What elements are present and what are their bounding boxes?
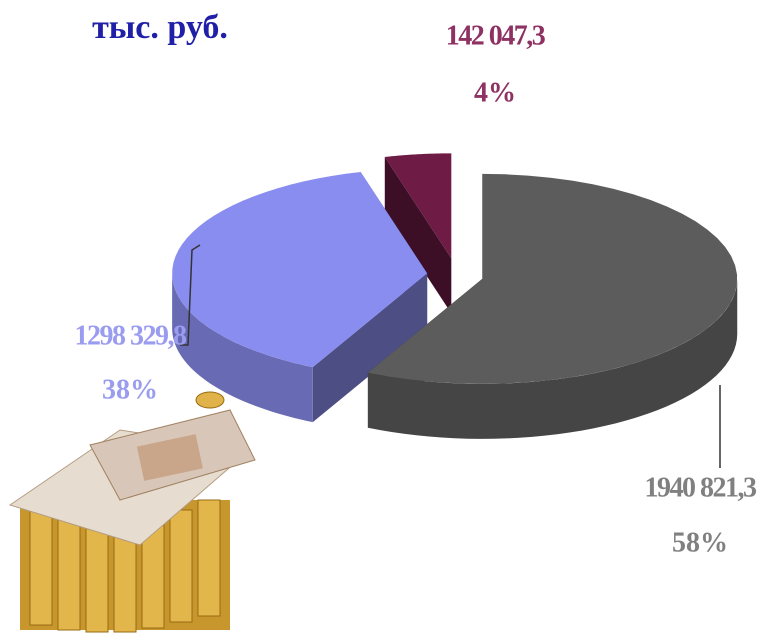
percent-label: 4% — [474, 77, 516, 108]
value-label: 1298 329,8 — [75, 320, 188, 351]
chart: тыс. руб. 1940 821,3 58% 1298 329,8 38% 142 … — [0, 0, 757, 636]
percent-label: 38% — [102, 374, 158, 405]
value-label: 1940 821,3 — [645, 472, 757, 503]
value-label: 142 047,3 — [446, 20, 546, 51]
money-house — [10, 392, 255, 632]
percent-label: 58% — [672, 527, 728, 558]
chart-title: тыс. руб. — [92, 9, 228, 46]
pie — [172, 153, 737, 439]
